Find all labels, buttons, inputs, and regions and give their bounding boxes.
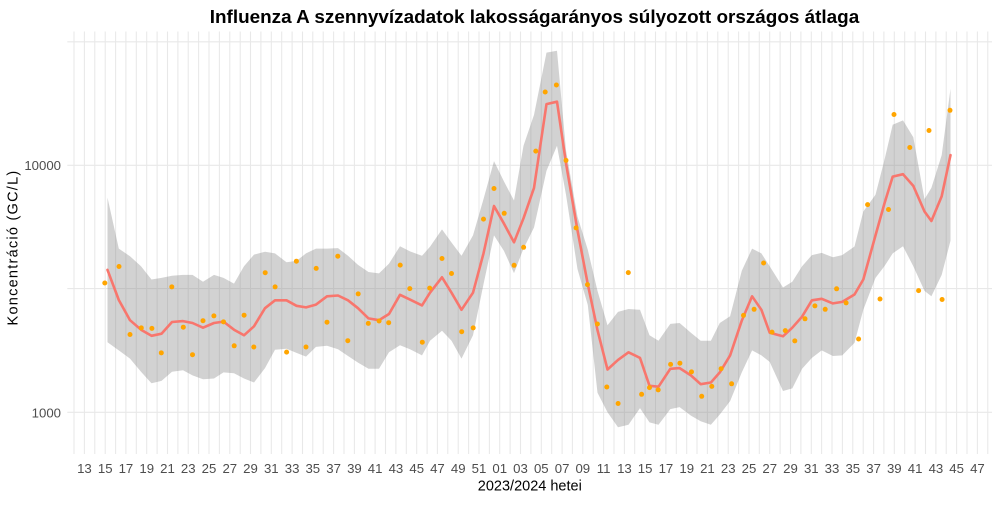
svg-text:35: 35 bbox=[305, 461, 320, 476]
svg-text:2023/2024 hetei: 2023/2024 hetei bbox=[478, 479, 582, 495]
svg-text:21: 21 bbox=[700, 461, 715, 476]
svg-text:09: 09 bbox=[575, 461, 590, 476]
svg-text:45: 45 bbox=[409, 461, 424, 476]
svg-text:25: 25 bbox=[742, 461, 757, 476]
svg-text:31: 31 bbox=[264, 461, 279, 476]
svg-text:39: 39 bbox=[347, 461, 362, 476]
svg-text:43: 43 bbox=[389, 461, 404, 476]
svg-text:01: 01 bbox=[492, 461, 507, 476]
svg-text:41: 41 bbox=[368, 461, 383, 476]
svg-text:43: 43 bbox=[929, 461, 944, 476]
svg-text:37: 37 bbox=[326, 461, 341, 476]
svg-text:17: 17 bbox=[659, 461, 674, 476]
svg-text:33: 33 bbox=[825, 461, 840, 476]
svg-text:35: 35 bbox=[845, 461, 860, 476]
svg-text:1000: 1000 bbox=[32, 405, 61, 420]
svg-text:17: 17 bbox=[119, 461, 134, 476]
svg-text:13: 13 bbox=[77, 461, 92, 476]
svg-text:31: 31 bbox=[804, 461, 819, 476]
svg-text:03: 03 bbox=[513, 461, 528, 476]
svg-text:Influenza A szennyvízadatok la: Influenza A szennyvízadatok lakosságarán… bbox=[210, 7, 860, 28]
svg-text:25: 25 bbox=[202, 461, 217, 476]
svg-text:15: 15 bbox=[98, 461, 113, 476]
svg-text:41: 41 bbox=[908, 461, 923, 476]
svg-text:51: 51 bbox=[472, 461, 487, 476]
svg-text:23: 23 bbox=[721, 461, 736, 476]
svg-text:47: 47 bbox=[970, 461, 985, 476]
svg-text:21: 21 bbox=[160, 461, 175, 476]
svg-text:33: 33 bbox=[285, 461, 300, 476]
svg-text:49: 49 bbox=[451, 461, 466, 476]
svg-text:11: 11 bbox=[597, 461, 611, 476]
svg-text:10000: 10000 bbox=[24, 158, 61, 173]
svg-text:19: 19 bbox=[679, 461, 694, 476]
svg-text:45: 45 bbox=[949, 461, 964, 476]
svg-text:15: 15 bbox=[638, 461, 653, 476]
svg-text:27: 27 bbox=[762, 461, 777, 476]
svg-text:29: 29 bbox=[783, 461, 798, 476]
svg-text:47: 47 bbox=[430, 461, 445, 476]
svg-text:19: 19 bbox=[139, 461, 154, 476]
svg-text:39: 39 bbox=[887, 461, 902, 476]
svg-text:13: 13 bbox=[617, 461, 632, 476]
svg-text:07: 07 bbox=[555, 461, 570, 476]
svg-text:23: 23 bbox=[181, 461, 196, 476]
svg-text:05: 05 bbox=[534, 461, 549, 476]
svg-text:Koncentráció (GC/L): Koncentráció (GC/L) bbox=[6, 170, 22, 326]
svg-text:27: 27 bbox=[222, 461, 237, 476]
svg-text:29: 29 bbox=[243, 461, 258, 476]
svg-text:37: 37 bbox=[866, 461, 881, 476]
